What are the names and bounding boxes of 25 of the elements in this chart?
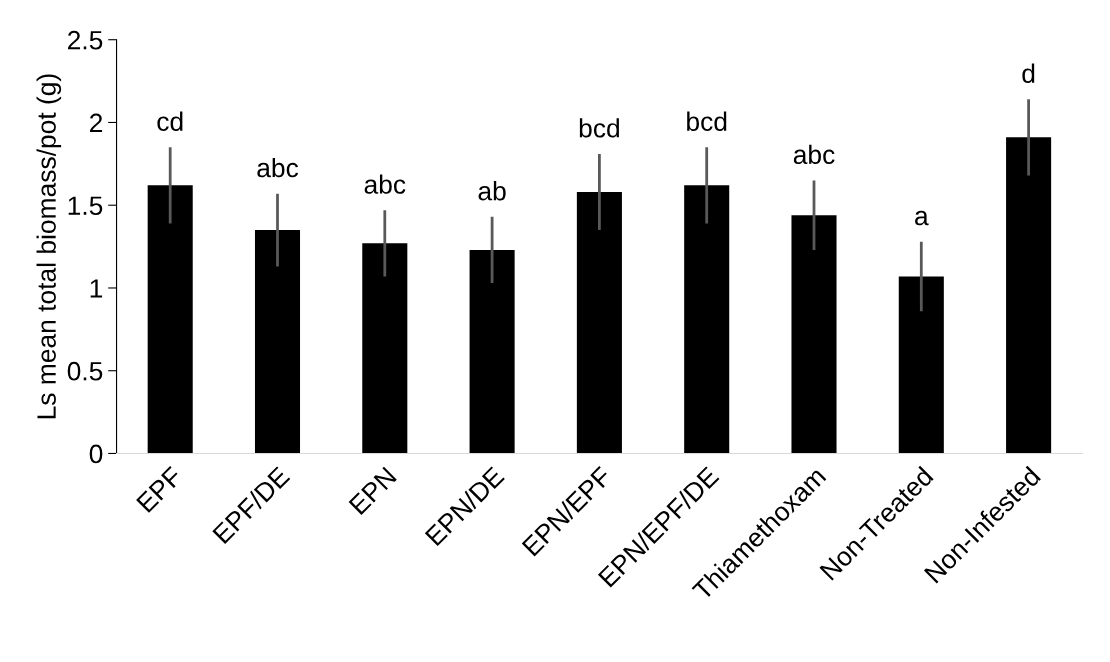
y-tick-label: 0.5 [67,361,103,381]
annotation: abc [364,174,406,194]
y-tick-label: 1 [90,279,103,298]
bar [791,215,837,454]
annotation: bcd [579,118,619,138]
bar [362,243,408,454]
annotation: ab [478,181,506,201]
annotation: cd [157,111,183,131]
y-tick-label: 2 [90,113,103,133]
annotation: abc [793,144,835,165]
bar [684,185,730,454]
y-tick-label: 2.5 [68,30,103,50]
bar [1006,137,1052,454]
bar [898,276,944,454]
bar [469,249,515,454]
bar [254,230,301,454]
annotation: bcd [687,111,727,131]
y-axis-title: Ls mean total biomass/pot (g) [36,74,62,419]
annotation: a [915,210,929,226]
y-tick-label: 1.5 [68,196,103,216]
bar [576,191,622,454]
bar [147,185,193,454]
annotation: d [1022,63,1035,83]
annotation: abc [257,157,299,178]
y-tick-label: 0 [89,444,103,464]
